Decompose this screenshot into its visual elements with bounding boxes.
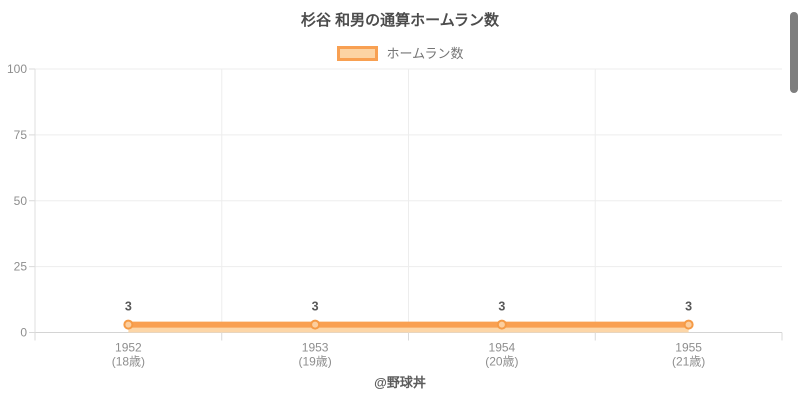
legend-item-homeruns[interactable]: ホームラン数: [336, 46, 464, 61]
y-tick-label-25: 25: [14, 260, 28, 274]
legend: ホームラン数: [0, 46, 800, 61]
value-label-1955: 3: [685, 300, 692, 314]
scrollbar-thumb[interactable]: [790, 12, 798, 93]
x-tick-sublabel-1955: (21歳): [672, 355, 705, 369]
x-tick-label-1954: 1954: [489, 341, 516, 355]
chart-title: 杉谷 和男の通算ホームラン数: [301, 12, 499, 29]
data-point-1954[interactable]: [496, 319, 507, 330]
legend-label: ホームラン数: [386, 46, 464, 61]
value-label-1953: 3: [312, 300, 319, 314]
x-tick-sublabel-1954: (20歳): [485, 355, 518, 369]
y-tick-label-75: 75: [14, 128, 28, 142]
x-tick-sublabel-1953: (19歳): [298, 355, 331, 369]
x-tick-label-1955: 1955: [675, 341, 702, 355]
credit-text: @野球丼: [374, 375, 426, 390]
y-tick-label-50: 50: [14, 194, 28, 208]
y-tick-label-0: 0: [20, 326, 27, 340]
y-tick-label-100: 100: [7, 62, 27, 76]
x-tick-label-1953: 1953: [302, 341, 329, 355]
data-point-1953[interactable]: [310, 319, 321, 330]
legend-swatch: [336, 46, 378, 61]
data-point-1955[interactable]: [683, 319, 694, 330]
x-tick-label-1952: 1952: [115, 341, 142, 355]
value-label-1954: 3: [498, 300, 505, 314]
value-label-1952: 3: [125, 300, 132, 314]
x-tick-sublabel-1952: (18歳): [112, 355, 145, 369]
data-point-1952[interactable]: [123, 319, 134, 330]
